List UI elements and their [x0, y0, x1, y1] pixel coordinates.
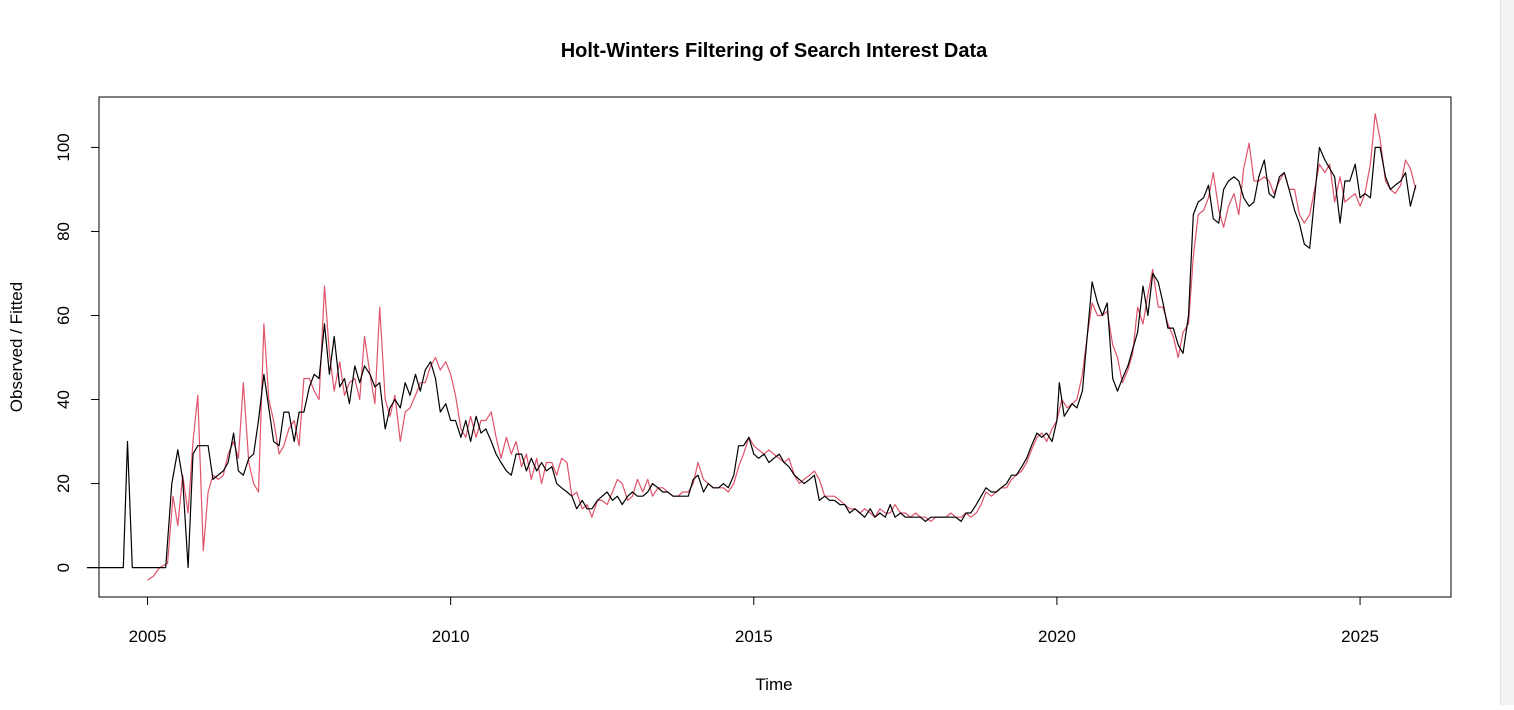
- y-tick-label: 80: [54, 222, 73, 241]
- x-tick-label: 2020: [1038, 627, 1076, 646]
- y-tick-label: 100: [54, 133, 73, 161]
- y-tick-label: 0: [54, 563, 73, 572]
- x-axis-label: Time: [755, 675, 792, 694]
- y-tick-label: 40: [54, 390, 73, 409]
- chart-title: Holt-Winters Filtering of Search Interes…: [561, 40, 988, 62]
- scrollbar-strip[interactable]: [1500, 0, 1514, 705]
- y-tick-label: 20: [54, 474, 73, 493]
- y-axis: 0 20 40 60 80 100: [54, 133, 100, 572]
- plot-frame: [98, 96, 1452, 598]
- y-tick-label: 60: [54, 306, 73, 325]
- x-tick-label: 2015: [735, 627, 773, 646]
- fitted-series-line: [147, 113, 1417, 581]
- x-tick-label: 2010: [432, 627, 470, 646]
- series-layer: [86, 113, 1417, 581]
- x-axis: 2005 2010 2015 2020 2025: [129, 596, 1379, 646]
- y-axis-label: Observed / Fitted: [7, 282, 26, 412]
- observed-series-line: [86, 146, 1417, 569]
- x-tick-label: 2025: [1341, 627, 1379, 646]
- x-tick-label: 2005: [129, 627, 167, 646]
